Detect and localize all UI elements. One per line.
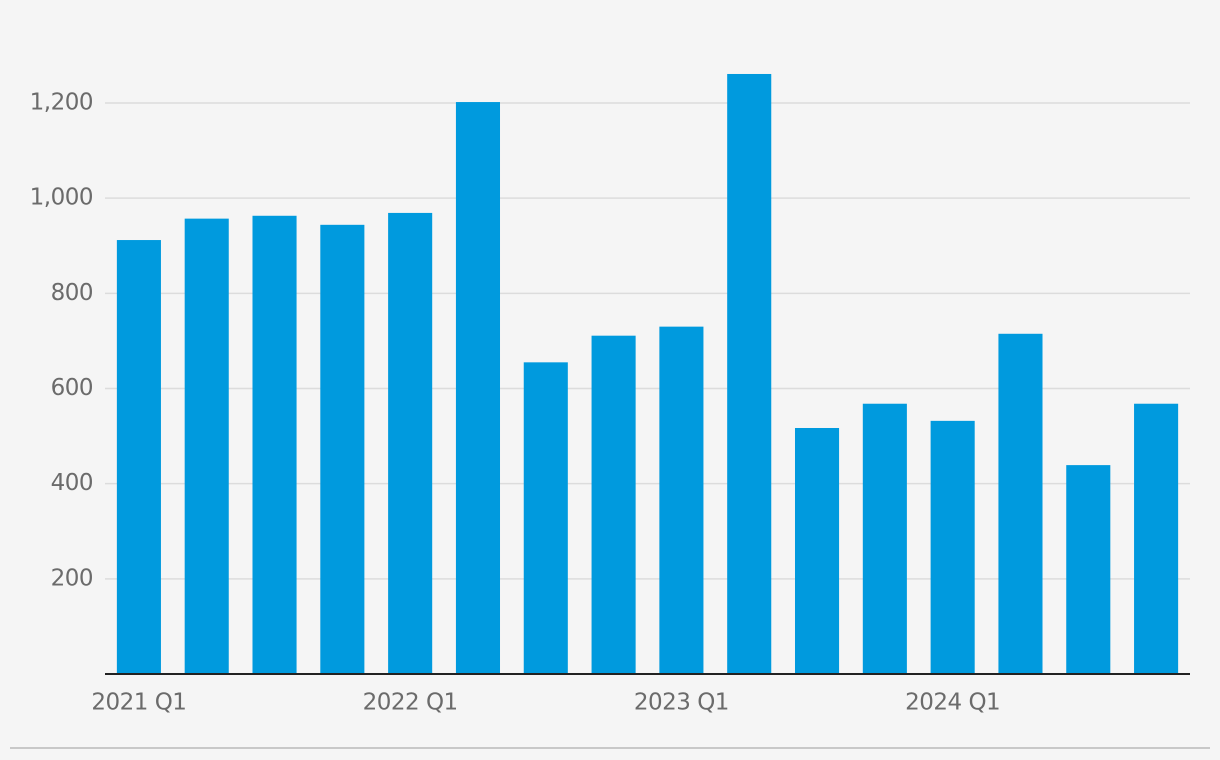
bar: [998, 333, 1043, 674]
bar: [591, 335, 636, 674]
x-tick-label: 2022 Q1: [363, 690, 458, 716]
y-tick-label: 400: [51, 470, 93, 496]
bar: [930, 420, 975, 674]
bar: [862, 403, 907, 674]
y-tick-label: 800: [51, 280, 93, 306]
bar: [794, 427, 840, 674]
y-tick-label: 1,200: [30, 90, 93, 116]
bar: [727, 73, 772, 674]
x-tick-label: 2023 Q1: [634, 690, 729, 716]
x-tick-label: 2021 Q1: [91, 690, 186, 716]
y-tick-label: 1,000: [30, 185, 93, 211]
bar: [455, 102, 501, 674]
bar: [388, 212, 433, 675]
y-tick-label: 600: [51, 375, 93, 401]
bar: [1066, 465, 1111, 674]
bar: [1134, 403, 1179, 674]
x-tick-label: 2024 Q1: [905, 690, 1000, 716]
bar: [184, 218, 229, 675]
bar: [320, 224, 365, 675]
y-tick-label: 200: [51, 565, 93, 591]
bar: [523, 362, 568, 674]
bar: [252, 215, 297, 675]
bar: [116, 240, 161, 675]
bar: [659, 326, 704, 674]
